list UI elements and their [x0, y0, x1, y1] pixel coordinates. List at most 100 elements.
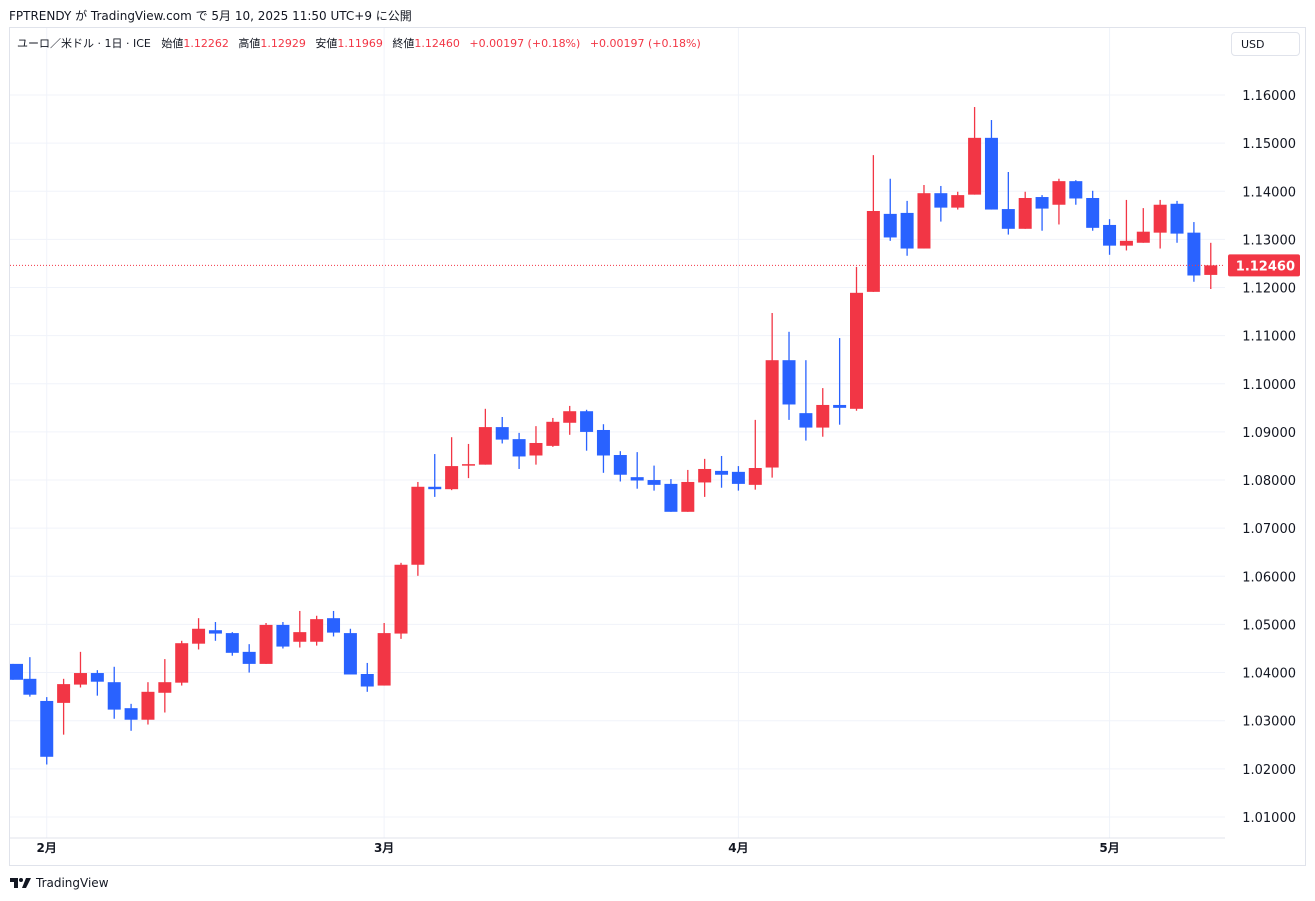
candle-body: [141, 691, 155, 720]
candle: [495, 416, 509, 444]
y-tick-label: 1.05000: [1242, 618, 1296, 633]
candle-body: [748, 468, 762, 485]
candle-body: [124, 708, 138, 720]
open-value: 1.12262: [183, 37, 229, 50]
candle-body: [1153, 204, 1167, 233]
candle-body: [461, 464, 475, 466]
high-label: 高値: [238, 37, 261, 50]
candle: [225, 632, 239, 656]
y-tick-label: 1.04000: [1242, 667, 1296, 682]
candle-body: [57, 684, 71, 703]
candle: [107, 666, 121, 719]
candle: [664, 479, 678, 512]
candle: [276, 622, 290, 649]
candle: [73, 651, 87, 688]
candle: [1018, 191, 1032, 229]
candle: [141, 682, 155, 725]
candle: [748, 419, 762, 490]
candle: [883, 178, 897, 241]
candle-body: [1119, 240, 1133, 246]
candle-body: [1170, 203, 1184, 234]
candle-body: [327, 618, 341, 633]
candle: [1052, 178, 1066, 225]
candle-body: [647, 480, 661, 485]
candle: [850, 266, 863, 411]
currency-button[interactable]: USD: [1231, 32, 1300, 56]
candle: [1136, 208, 1150, 243]
candle: [613, 451, 627, 482]
candle: [23, 657, 37, 697]
candle-body: [883, 213, 897, 238]
candle-body: [580, 411, 594, 432]
candle: [580, 409, 594, 451]
candle-body: [208, 630, 222, 634]
candle-body: [478, 427, 492, 465]
candle-body: [192, 628, 206, 644]
candle: [799, 360, 813, 441]
candle: [377, 622, 391, 686]
candle-body: [225, 633, 239, 653]
candle: [1103, 219, 1117, 255]
candle-body: [563, 411, 577, 423]
candle: [630, 452, 644, 489]
candle-body: [107, 682, 121, 710]
candle: [968, 107, 982, 195]
candle-body: [40, 700, 54, 757]
candle: [647, 465, 661, 491]
candle-body: [596, 429, 610, 456]
candle: [1001, 172, 1015, 235]
chart-frame[interactable]: [9, 27, 1306, 866]
candle-body: [698, 468, 712, 483]
candle-body: [782, 360, 796, 405]
candle-body: [968, 137, 982, 195]
y-tick-label: 1.11000: [1242, 330, 1296, 345]
candle: [259, 622, 273, 664]
candle: [866, 155, 880, 292]
candle-body: [158, 682, 172, 693]
x-tick-label: 4月: [728, 841, 748, 855]
candle-body: [984, 137, 998, 210]
candle-body: [731, 471, 745, 484]
candle: [681, 469, 695, 512]
y-tick-label: 1.09000: [1242, 426, 1296, 441]
candle-body: [630, 477, 644, 481]
candle-body: [816, 404, 830, 428]
candle-body: [23, 678, 37, 695]
symbol-label[interactable]: ユーロ／米ドル · 1日 · ICE: [17, 37, 151, 50]
candle-body: [866, 210, 880, 292]
candle: [529, 426, 543, 465]
candle-body: [394, 564, 408, 634]
candle-body: [512, 439, 526, 457]
y-tick-label: 1.02000: [1242, 763, 1296, 778]
low-value: 1.11969: [337, 37, 383, 50]
candle: [310, 615, 324, 646]
candle-body: [613, 455, 627, 475]
candle-body: [293, 632, 307, 642]
candle: [461, 443, 475, 479]
candle-body: [1069, 181, 1083, 199]
y-tick-label: 1.08000: [1242, 474, 1296, 489]
candle: [782, 331, 796, 420]
candle: [428, 454, 442, 497]
y-tick-label: 1.15000: [1242, 137, 1296, 152]
brand-footer[interactable]: TradingView: [10, 876, 109, 890]
candle: [411, 481, 425, 576]
candle-body: [850, 292, 863, 409]
last-price-badge: [1228, 254, 1300, 277]
close-label: 終値: [392, 37, 415, 50]
candle-body: [1086, 197, 1100, 228]
candle: [1187, 222, 1201, 282]
y-tick-label: 1.03000: [1242, 715, 1296, 730]
candle: [546, 417, 560, 447]
y-tick-label: 1.06000: [1242, 570, 1296, 585]
candle: [57, 678, 71, 735]
candle-body: [951, 195, 965, 208]
candle-body: [715, 470, 729, 475]
ohlc-legend: ユーロ／米ドル · 1日 · ICE 始値1.12262 高値1.12929 安…: [17, 35, 707, 51]
candle: [1153, 199, 1167, 249]
x-tick-label: 5月: [1099, 841, 1119, 855]
candle-body: [242, 651, 256, 664]
candle-body: [1035, 197, 1049, 209]
candle: [445, 437, 459, 491]
